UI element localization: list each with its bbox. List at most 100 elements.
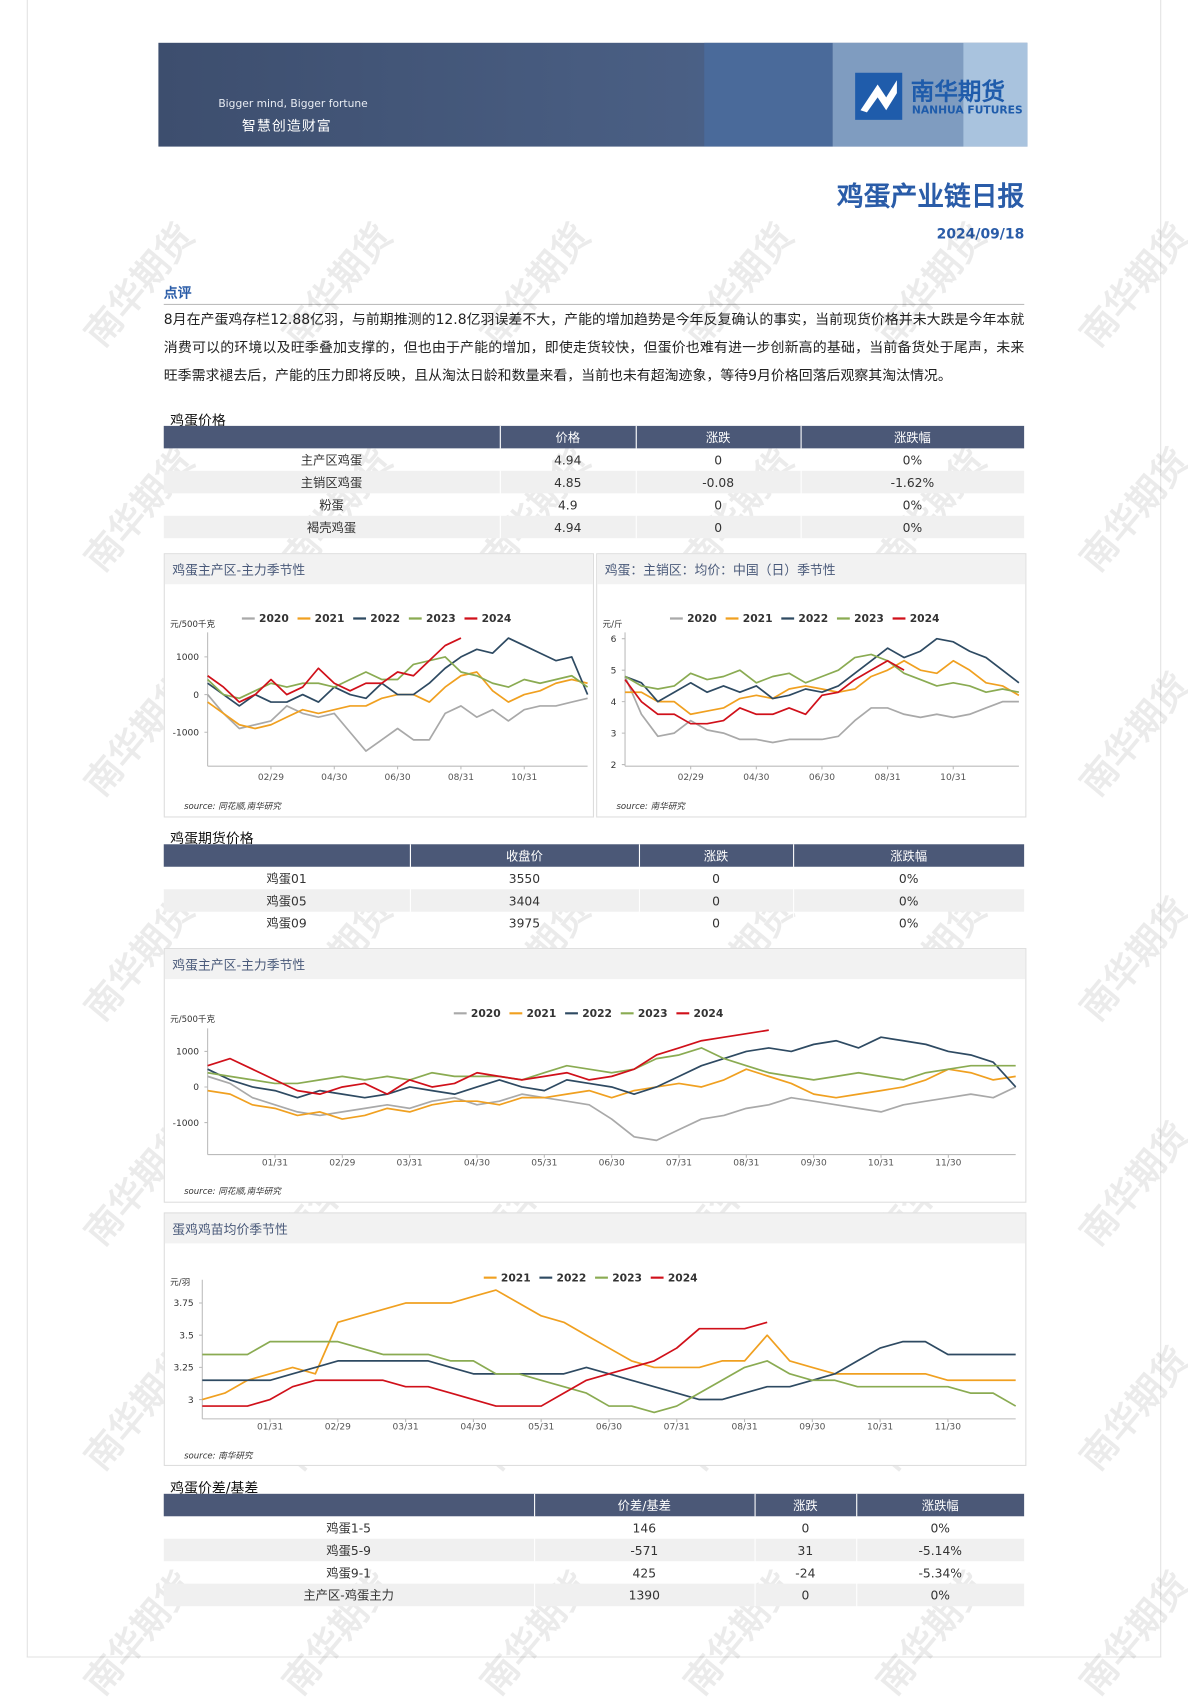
header-cell: 收盘价: [409, 844, 640, 867]
chart-source: source: 南华研究: [184, 1450, 254, 1461]
table-cell: 0%: [800, 448, 1025, 471]
series-line: [624, 659, 905, 725]
chart-source: source: 同花顺,南华研究: [184, 801, 282, 812]
logo-en: NANHUA FUTURES: [911, 104, 1023, 117]
table-cell: 31: [754, 1538, 857, 1562]
slogan-en: Bigger mind, Bigger fortune: [218, 98, 368, 111]
x-tick-label: 08/31: [448, 773, 474, 783]
table-cell: 3975: [409, 911, 640, 935]
table-cell: -5.34%: [856, 1561, 1025, 1584]
header-cell: [163, 844, 411, 867]
table-label: 鸡蛋期货价格: [170, 831, 254, 848]
report-date: 2024/09/18: [936, 226, 1025, 243]
series-line: [206, 694, 588, 752]
header-cell: 涨跌: [754, 1493, 857, 1517]
table-cell: 0: [754, 1516, 857, 1539]
table-row: 鸡蛋05 3404 0 0%: [163, 889, 1025, 912]
header-cell: [163, 1493, 535, 1517]
x-tick-label: 05/31: [531, 1158, 557, 1168]
header-cell: 涨跌: [638, 844, 794, 867]
legend-label: 2020: [259, 612, 289, 625]
chart-title-bar: [164, 554, 593, 585]
x-tick-label: 01/31: [262, 1158, 288, 1168]
x-tick-label: 02/29: [325, 1423, 351, 1433]
table-cell: 4.9: [499, 493, 637, 516]
table-cell: 鸡蛋09: [163, 911, 411, 935]
table-row: 鸡蛋01 3550 0 0%: [163, 866, 1025, 890]
table-cell: 0: [638, 866, 794, 890]
legend-label: 2022: [370, 612, 400, 625]
table-cell: -571: [534, 1538, 756, 1562]
y-axis-label: 元/羽: [170, 1277, 190, 1288]
table-cell: 主产区鸡蛋: [163, 448, 501, 471]
y-tick-label: 1000: [176, 1048, 199, 1058]
legend-label: 2021: [527, 1007, 557, 1020]
table-cell: 1390: [534, 1583, 756, 1607]
header-cell: 涨跌幅: [800, 425, 1025, 449]
table-row: 鸡蛋9-1 425 -24 -5.34%: [163, 1561, 1025, 1584]
table-row: 主产区-鸡蛋主力 1390 0 0%: [163, 1583, 1025, 1607]
x-tick-label: 08/31: [733, 1158, 759, 1168]
table-cell: 0%: [856, 1516, 1025, 1539]
x-tick-label: 02/29: [329, 1158, 355, 1168]
table-label: 鸡蛋价差/基差: [170, 1480, 259, 1498]
table-row: 鸡蛋1-5 146 0 0%: [163, 1516, 1025, 1539]
chart-panel: 鸡蛋：主销区：均价：中国（日）季节性 元/斤 source: 南华研究 6 5 4 3 2 02…: [596, 553, 1027, 818]
series-line: [207, 1075, 1017, 1142]
page-frame: [26, 0, 1162, 1658]
table-cell: 主销区鸡蛋: [163, 470, 501, 494]
legend-label: 2022: [798, 612, 828, 625]
table-row: 鸡蛋09 3975 0 0%: [163, 911, 1025, 935]
legend-label: 2023: [854, 612, 884, 625]
legend-label: 2021: [743, 612, 773, 625]
x-tick-label: 09/30: [799, 1423, 825, 1433]
series-line: [202, 1340, 1016, 1401]
chart-title: 鸡蛋主产区-主力季节性: [172, 563, 305, 579]
y-tick-label: 3.75: [173, 1299, 193, 1309]
x-tick-label: 07/31: [666, 1158, 692, 1168]
table-cell: 3550: [409, 866, 640, 890]
x-tick-label: 10/31: [511, 773, 537, 783]
series-line: [207, 1029, 769, 1095]
series-line: [625, 659, 1020, 716]
comment-rule: [163, 303, 1025, 305]
series-line: [624, 637, 1020, 703]
legend-label: 2020: [471, 1007, 501, 1020]
legend-label: 2024: [910, 612, 940, 625]
table-cell: 4.94: [499, 448, 637, 471]
y-tick-label: 0: [193, 691, 199, 701]
table-cell: 粉蛋: [163, 493, 501, 516]
comment-heading: 点评: [163, 285, 192, 302]
table-cell: 0: [638, 889, 794, 912]
table-label: 鸡蛋价格: [170, 413, 226, 430]
table-cell: -1.62%: [800, 470, 1025, 494]
y-tick-label: 3.25: [173, 1364, 193, 1374]
logo-icon: [855, 72, 903, 120]
header-row: 收盘价 涨跌 涨跌幅: [163, 844, 1025, 867]
header-cell: 涨跌幅: [793, 844, 1025, 867]
table-cell: 425: [534, 1561, 756, 1584]
chart-panel: 鸡蛋主产区-主力季节性 元/500千克 source: 同花顺,南华研究 1000 0 -…: [163, 553, 594, 818]
legend-label: 2021: [501, 1271, 531, 1284]
series-line: [202, 1321, 768, 1407]
x-tick-label: 08/31: [731, 1423, 757, 1433]
legend-label: 2023: [638, 1007, 668, 1020]
table-cell: 0%: [800, 515, 1025, 539]
table-cell: 4.85: [499, 470, 637, 494]
table-cell: 鸡蛋1-5: [163, 1516, 535, 1539]
x-tick-label: 11/30: [935, 1423, 961, 1433]
table-cell: 0%: [793, 911, 1025, 935]
header-row: 价差/基差 涨跌 涨跌幅: [163, 1493, 1025, 1517]
data-table: 价差/基差 涨跌 涨跌幅 鸡蛋1-5 146 0 0% 鸡蛋5-9 -571 31 -5.14% 鸡蛋…: [163, 1493, 1025, 1607]
legend-label: 2020: [687, 612, 717, 625]
chart-title-bar: [164, 1213, 1026, 1244]
chart-source: source: 南华研究: [616, 801, 686, 812]
x-tick-label: 03/31: [393, 1423, 419, 1433]
legend-label: 2023: [612, 1271, 642, 1284]
x-tick-label: 04/30: [321, 773, 347, 783]
table-cell: 鸡蛋05: [163, 889, 411, 912]
table-row: 主销区鸡蛋 4.85 -0.08 -1.62%: [163, 470, 1025, 494]
